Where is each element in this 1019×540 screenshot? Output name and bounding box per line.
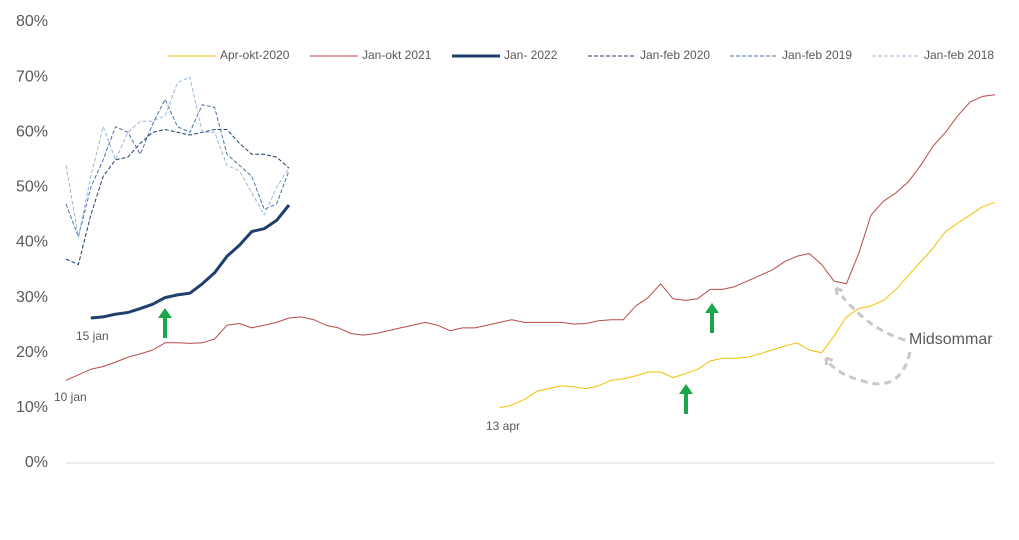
y-tick-label: 70% <box>16 68 48 85</box>
annotation: 10 jan <box>54 390 87 404</box>
series-line <box>65 98 290 238</box>
series-line <box>90 204 291 320</box>
y-tick-label: 20% <box>16 344 48 361</box>
y-tick-label: 10% <box>16 399 48 416</box>
y-tick-label: 60% <box>16 123 48 140</box>
legend-label: Jan- 2022 <box>504 48 558 62</box>
series-line <box>65 76 290 238</box>
y-tick-label: 40% <box>16 234 48 251</box>
y-tick-label: 80% <box>16 13 48 30</box>
legend-label: Apr-okt-2020 <box>220 48 290 62</box>
legend-label: Jan-feb 2020 <box>640 48 710 62</box>
midsommar-arrows <box>824 286 912 386</box>
series-line <box>65 94 996 381</box>
y-tick-label: 30% <box>16 289 48 306</box>
y-tick-label: 0% <box>25 454 48 471</box>
annotation: 13 apr <box>486 419 520 433</box>
arrows <box>158 303 719 414</box>
legend-label: Jan-okt 2021 <box>362 48 432 62</box>
legend-label: Jan-feb 2018 <box>924 48 994 62</box>
series-line <box>499 201 996 409</box>
y-tick-label: 50% <box>16 179 48 196</box>
series-line <box>65 129 290 265</box>
annotation: Midsommar <box>909 331 993 348</box>
legend-label: Jan-feb 2019 <box>782 48 852 62</box>
annotation: 15 jan <box>76 329 109 343</box>
